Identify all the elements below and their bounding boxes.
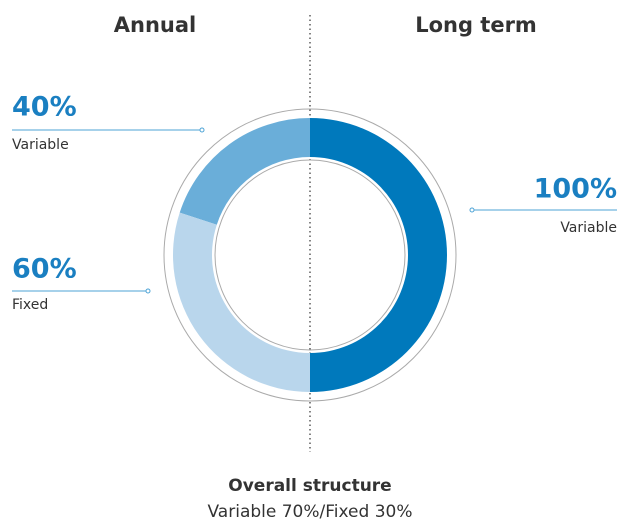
donut-segment: [310, 118, 447, 392]
category-label: Variable: [12, 137, 69, 153]
group-title: Annual: [114, 13, 196, 37]
footer-text: Variable 70%/Fixed 30%: [208, 502, 413, 522]
value-label: 40%: [12, 92, 77, 123]
leader-dot: [145, 288, 151, 294]
donut-segment: [173, 212, 310, 392]
category-label: Variable: [560, 220, 617, 236]
value-label: 100%: [534, 174, 617, 205]
outer-ring: [163, 108, 457, 402]
footer-title: Overall structure: [228, 476, 391, 496]
group-title: Long term: [415, 13, 537, 37]
value-label: 60%: [12, 254, 77, 285]
inner-ring: [214, 159, 406, 351]
leader-dot: [469, 207, 475, 213]
leader-dot: [199, 127, 205, 133]
donut-segment: [179, 118, 310, 225]
category-label: Fixed: [12, 297, 48, 313]
